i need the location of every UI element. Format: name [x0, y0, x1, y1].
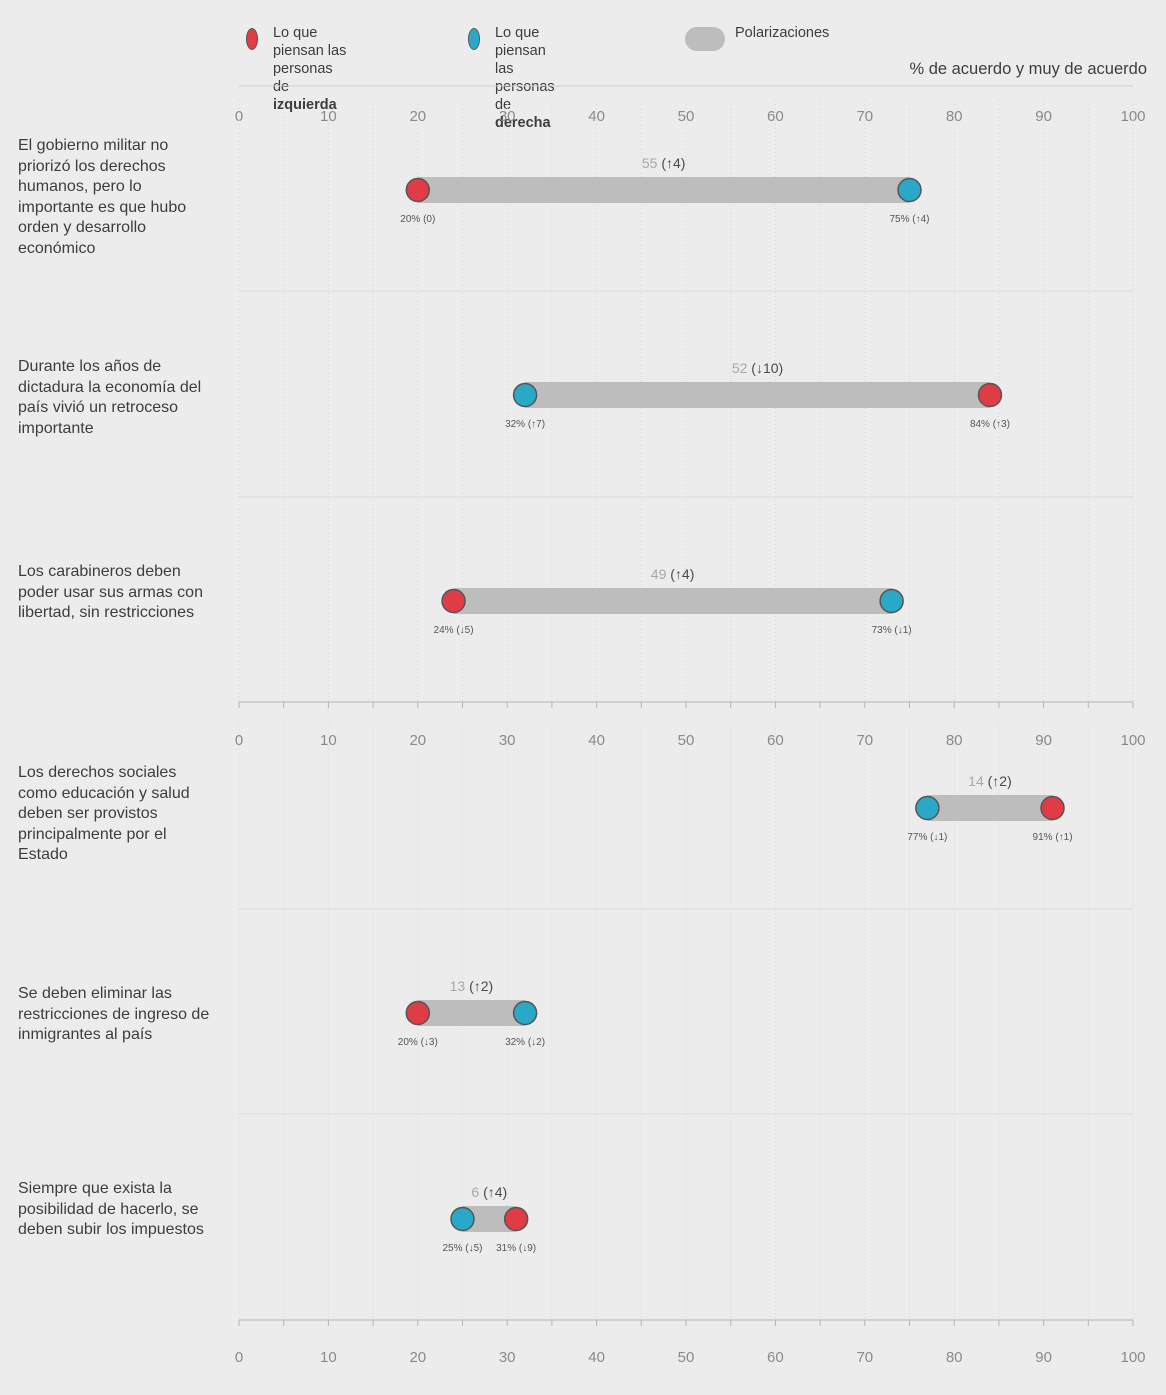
polarization-label: 6 (↑4): [471, 1184, 507, 1200]
izquierda-value-label: 24% (↓5): [434, 625, 474, 636]
izquierda-dot: [405, 177, 431, 203]
derecha-value-label: 32% (↑7): [505, 419, 545, 430]
polarization-label: 49 (↑4): [651, 566, 695, 582]
polarization-value: 13: [450, 978, 469, 994]
izquierda-dot: [1040, 795, 1065, 821]
izquierda-value-label: 84% (↑3): [970, 419, 1010, 430]
x-tick-label: 0: [235, 1349, 243, 1366]
izquierda-value-label: 20% (0): [400, 214, 435, 225]
question-text: Siempre que exista la posibilidad de hac…: [18, 1180, 204, 1238]
izquierda-value-label: 91% (↑1): [1033, 832, 1073, 843]
derecha-value-label: 25% (↓5): [442, 1243, 482, 1254]
legend-red-dot-icon: [246, 28, 258, 50]
legend-gray-pill-icon: [685, 27, 725, 51]
polarization-bar: [927, 795, 1053, 821]
x-tick-label: 50: [678, 1349, 695, 1366]
x-tick-label: 70: [856, 1349, 873, 1366]
derecha-value-label: 77% (↓1): [907, 832, 947, 843]
x-tick-label: 60: [767, 1349, 784, 1366]
x-tick-label: 80: [946, 732, 963, 749]
x-tick-label: 20: [409, 732, 426, 749]
polarization-bar: [453, 588, 892, 614]
x-tick-label: 100: [1120, 1349, 1145, 1366]
legend-item-polarizaciones: Polarizaciones: [685, 24, 829, 51]
derecha-dot: [897, 177, 922, 203]
polarization-change: (↓10): [751, 360, 783, 376]
polarization-value: 52: [732, 360, 751, 376]
x-tick-label: 90: [1035, 732, 1052, 749]
derecha-value-label: 75% (↑4): [889, 214, 929, 225]
polarization-value: 55: [642, 155, 661, 171]
legend-blue-dot-icon: [468, 28, 480, 50]
polarization-change: (↑4): [661, 155, 685, 171]
legend-polarizaciones-label: Polarizaciones: [735, 25, 830, 41]
legend-derecha-bold: derecha: [494, 115, 551, 131]
polarization-value: 14: [968, 773, 987, 789]
x-tick-label: 50: [678, 732, 695, 749]
polarization-change: (↑2): [469, 978, 493, 994]
x-tick-label: 90: [1035, 1349, 1052, 1366]
izquierda-dot: [977, 382, 1003, 408]
axis-unit-label: % de acuerdo y muy de acuerdo: [909, 60, 1147, 78]
izquierda-dot: [503, 1206, 529, 1232]
legend-item-derecha: Lo que piensan las personas de derecha: [468, 24, 565, 132]
x-tick-label: 80: [946, 1349, 963, 1366]
derecha-dot: [915, 795, 940, 821]
polarization-change: (↑4): [483, 1184, 507, 1200]
izquierda-value-label: 20% (↓3): [398, 1037, 438, 1048]
polarization-change: (↑2): [988, 773, 1012, 789]
legend-izquierda-line1: Lo que piensan las: [272, 25, 347, 59]
question-text: El gobierno militar no priorizó los dere…: [18, 137, 187, 257]
izquierda-dot: [405, 1000, 431, 1026]
question-text: Los derechos sociales como educación y s…: [18, 764, 190, 863]
polarization-bar: [525, 382, 990, 408]
derecha-value-label: 73% (↓1): [872, 625, 912, 636]
x-tick-label: 40: [588, 1349, 605, 1366]
x-tick-label: 40: [588, 732, 605, 749]
izquierda-value-label: 31% (↓9): [496, 1243, 536, 1254]
polarization-label: 55 (↑4): [642, 155, 686, 171]
x-tick-label: 10: [320, 732, 337, 749]
legend-item-izquierda: Lo que piensan las personas de izquierda: [246, 24, 347, 114]
polarization-label: 13 (↑2): [450, 978, 494, 994]
polarization-label: 14 (↑2): [968, 773, 1012, 789]
legend-izquierda-bold: izquierda: [272, 97, 337, 113]
question-text: Durante los años de dictadura la economí…: [18, 358, 202, 437]
derecha-dot: [512, 1000, 538, 1026]
x-tick-label: 30: [499, 732, 516, 749]
polarization-bar: [417, 1000, 526, 1026]
derecha-dot: [879, 588, 904, 614]
derecha-dot: [450, 1206, 475, 1232]
legend-izquierda-line2: personas de: [272, 61, 333, 95]
polarization-change: (↑4): [670, 566, 694, 582]
derecha-value-label: 32% (↓2): [505, 1037, 545, 1048]
x-tick-label: 70: [856, 732, 873, 749]
polarization-value: 49: [651, 566, 670, 582]
polarization-value: 6: [471, 1184, 483, 1200]
x-tick-label: 30: [499, 1349, 516, 1366]
polarization-label: 52 (↓10): [732, 360, 783, 376]
question-text: Se deben eliminar las restricciones de i…: [18, 985, 210, 1043]
x-tick-label: 0: [235, 732, 243, 749]
polarization-bar: [417, 177, 910, 203]
legend-derecha-line1: Lo que piensan las: [494, 25, 546, 77]
x-tick-label: 60: [767, 732, 784, 749]
x-tick-label: 10: [320, 1349, 337, 1366]
question-text: Los carabineros deben poder usar sus arm…: [18, 563, 203, 621]
x-tick-label: 100: [1120, 732, 1145, 749]
x-tick-label: 20: [409, 1349, 426, 1366]
derecha-dot: [512, 382, 538, 408]
izquierda-dot: [441, 588, 466, 614]
